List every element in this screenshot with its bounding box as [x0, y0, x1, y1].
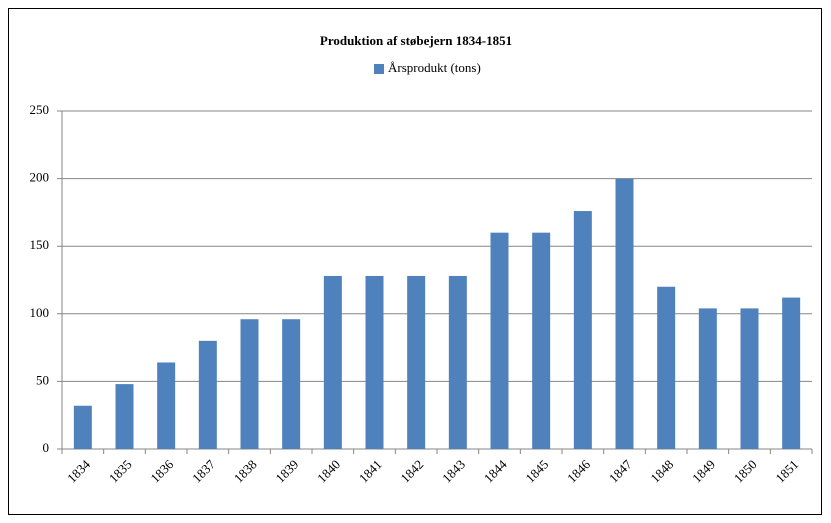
y-tick-label: 150	[30, 237, 50, 252]
legend-label: Årsprodukt (tons)	[388, 60, 481, 75]
bar	[365, 275, 384, 449]
y-tick-label: 250	[30, 102, 50, 117]
y-tick-label: 100	[30, 305, 50, 320]
bar	[657, 286, 676, 449]
bar	[615, 178, 634, 449]
bar	[448, 275, 467, 449]
bar	[532, 232, 551, 449]
y-tick-label: 200	[30, 170, 50, 185]
bar	[323, 275, 342, 449]
bar	[740, 308, 759, 449]
y-tick-label: 50	[36, 372, 49, 387]
chart-title: Produktion af støbejern 1834-1851	[320, 33, 512, 48]
bar	[115, 384, 134, 449]
bar	[407, 275, 426, 449]
bar	[240, 319, 259, 449]
legend-swatch	[374, 64, 384, 74]
y-tick-label: 0	[43, 440, 50, 455]
bar	[782, 297, 801, 449]
bar	[282, 319, 301, 449]
bar	[698, 308, 717, 449]
bar	[573, 211, 592, 449]
bar	[157, 362, 176, 449]
bar	[73, 405, 92, 449]
bar	[198, 340, 217, 449]
bar	[490, 232, 509, 449]
